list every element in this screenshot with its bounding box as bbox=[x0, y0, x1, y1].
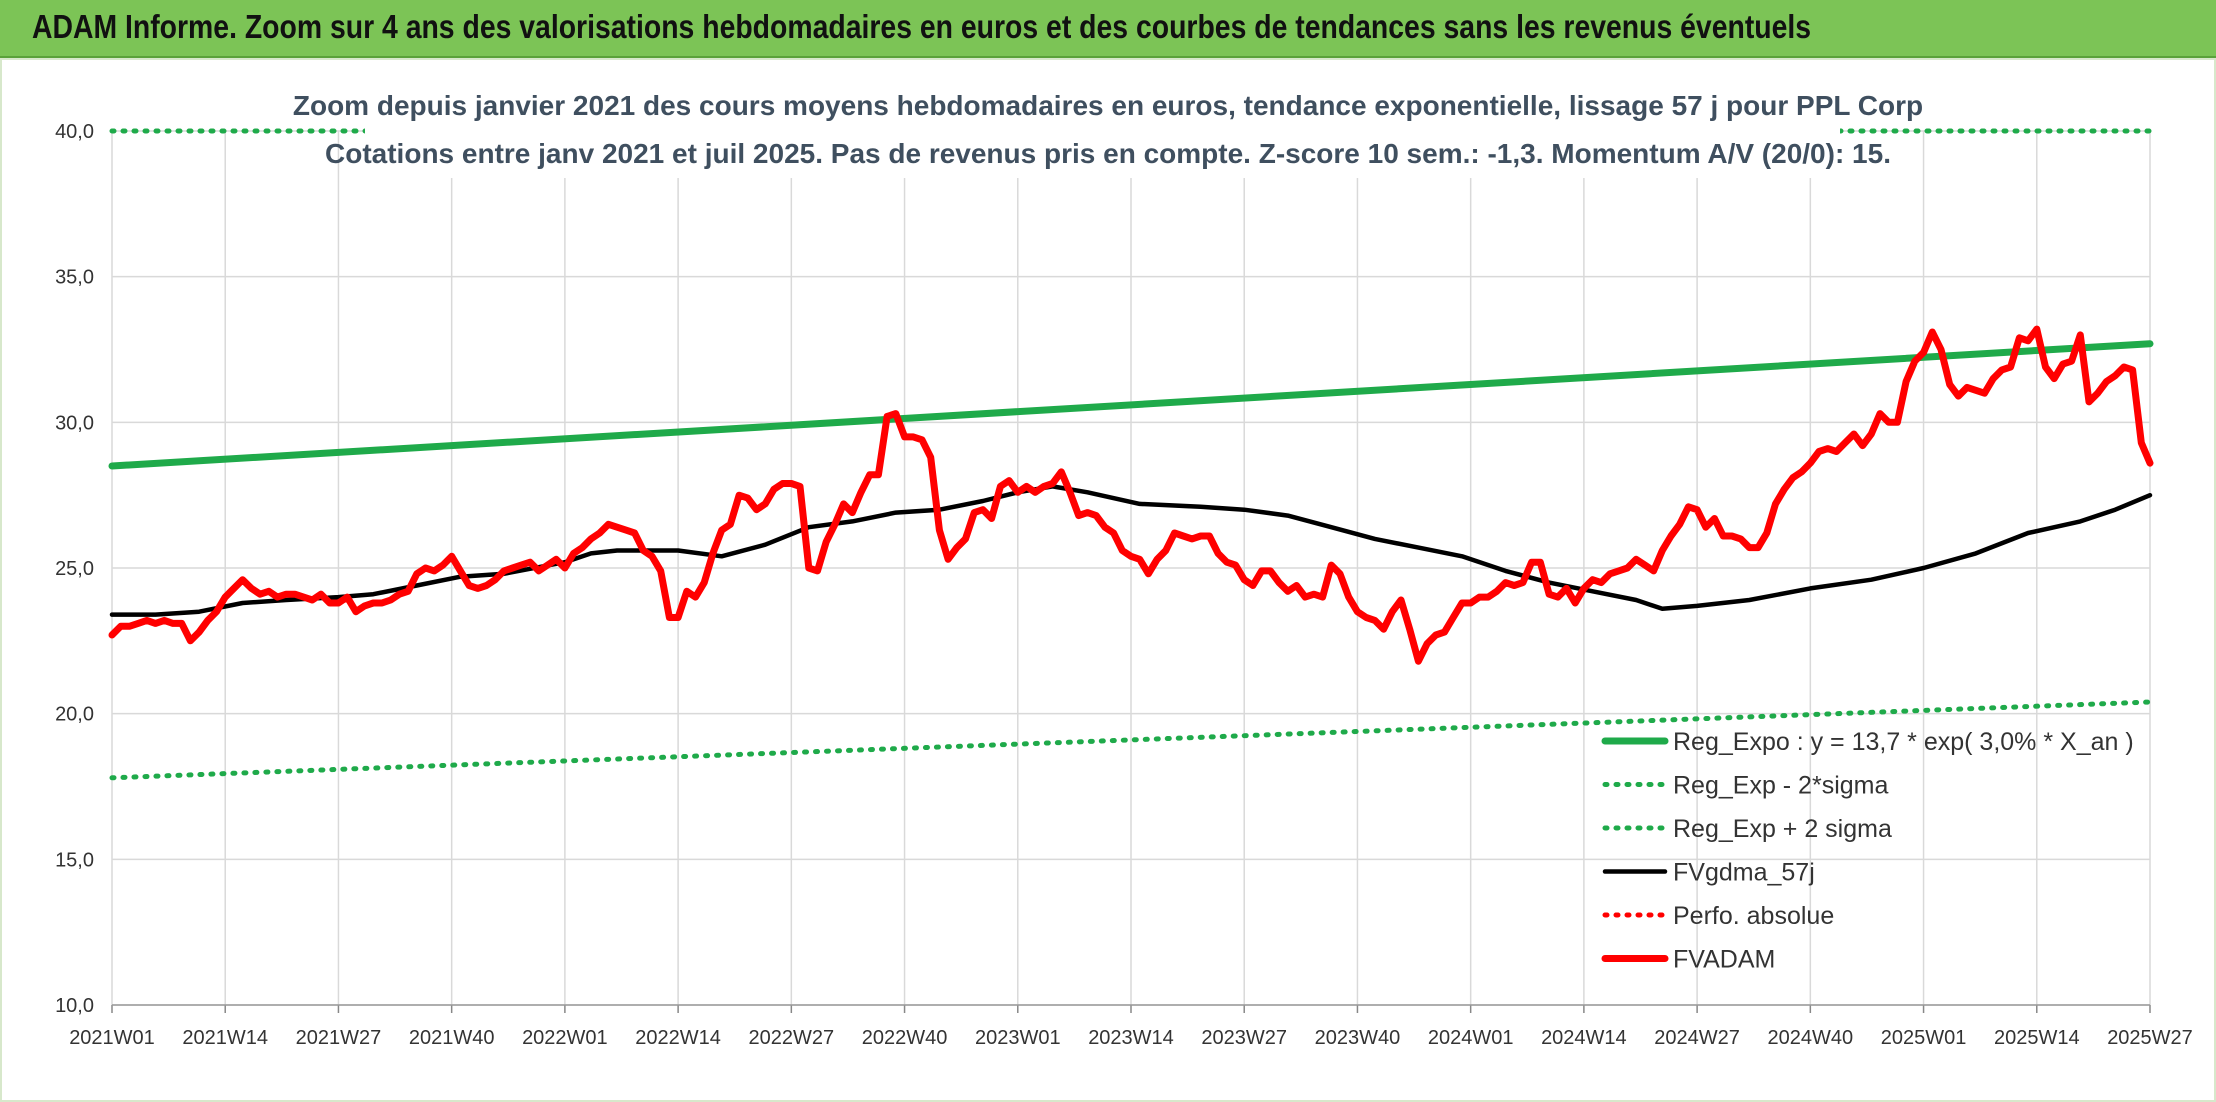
chart-series bbox=[108, 86, 2154, 781]
x-tick-label: 2024W27 bbox=[1654, 1027, 1740, 1049]
x-tick-label: 2023W27 bbox=[1201, 1027, 1287, 1049]
legend-label: Perfo. absolue bbox=[1673, 902, 1834, 930]
legend-label: FVADAM bbox=[1673, 946, 1775, 974]
x-axis: 2021W01 2021W14 2021W27 2021W40 2022W01 2022W… bbox=[69, 1004, 2193, 1049]
series-fvadam bbox=[108, 325, 2154, 665]
x-tick-label: 2024W01 bbox=[1428, 1027, 1514, 1049]
x-tick-label: 2022W27 bbox=[749, 1027, 835, 1049]
chart-legend: Reg_Expo : y = 13,7 * exp( 3,0% * X_an )… bbox=[1601, 728, 2134, 974]
x-tick-label: 2024W14 bbox=[1541, 1027, 1627, 1049]
x-tick-label: 2023W01 bbox=[975, 1027, 1061, 1049]
x-tick-label: 2021W40 bbox=[409, 1027, 495, 1049]
x-tick-label: 2021W01 bbox=[69, 1027, 155, 1049]
x-tick-label: 2022W14 bbox=[635, 1027, 721, 1049]
legend-label: Reg_Expo : y = 13,7 * exp( 3,0% * X_an ) bbox=[1673, 728, 2134, 756]
x-tick-label: 2022W01 bbox=[522, 1027, 608, 1049]
legend-label: Reg_Exp + 2 sigma bbox=[1673, 815, 1892, 843]
y-axis: 10,0 15,0 20,0 25,0 30,0 35,0 40,0 bbox=[55, 121, 94, 1017]
series-fvgdma-57j bbox=[109, 484, 2153, 617]
x-tick-label: 2023W40 bbox=[1315, 1027, 1401, 1049]
y-tick-label: 15,0 bbox=[55, 849, 94, 871]
legend-label: Reg_Exp - 2*sigma bbox=[1673, 772, 1888, 800]
y-tick-label: 40,0 bbox=[55, 121, 94, 143]
x-tick-label: 2025W27 bbox=[2107, 1027, 2193, 1049]
y-tick-label: 30,0 bbox=[55, 412, 94, 434]
y-tick-label: 20,0 bbox=[55, 704, 94, 726]
chart-frame bbox=[0, 58, 2216, 1102]
report-banner: ADAM Informe. Zoom sur 4 ans des valoris… bbox=[0, 0, 2216, 58]
x-tick-label: 2024W40 bbox=[1768, 1027, 1854, 1049]
chart-grid bbox=[111, 130, 2151, 1006]
x-tick-label: 2023W14 bbox=[1088, 1027, 1174, 1049]
series-reg-exp-2-sigma bbox=[109, 699, 2153, 781]
title-backdrop bbox=[365, 86, 1840, 178]
x-tick-label: 2025W01 bbox=[1881, 1027, 1967, 1049]
y-tick-label: 35,0 bbox=[55, 267, 94, 289]
x-tick-label: 2022W40 bbox=[862, 1027, 948, 1049]
x-tick-label: 2025W14 bbox=[1994, 1027, 2080, 1049]
x-tick-label: 2021W27 bbox=[296, 1027, 382, 1049]
y-tick-label: 25,0 bbox=[55, 558, 94, 580]
legend-label: FVgdma_57j bbox=[1673, 859, 1815, 887]
chart-title-line-1: Zoom depuis janvier 2021 des cours moyen… bbox=[293, 90, 1923, 121]
series-reg-expo-y-13-7-exp-3-0-x-an bbox=[108, 340, 2154, 470]
y-tick-label: 10,0 bbox=[55, 995, 94, 1017]
chart-title-line-2: Cotations entre janv 2021 et juil 2025. … bbox=[325, 138, 1891, 169]
x-tick-label: 2021W14 bbox=[182, 1027, 268, 1049]
report-title: ADAM Informe. Zoom sur 4 ans des valoris… bbox=[32, 8, 1812, 45]
